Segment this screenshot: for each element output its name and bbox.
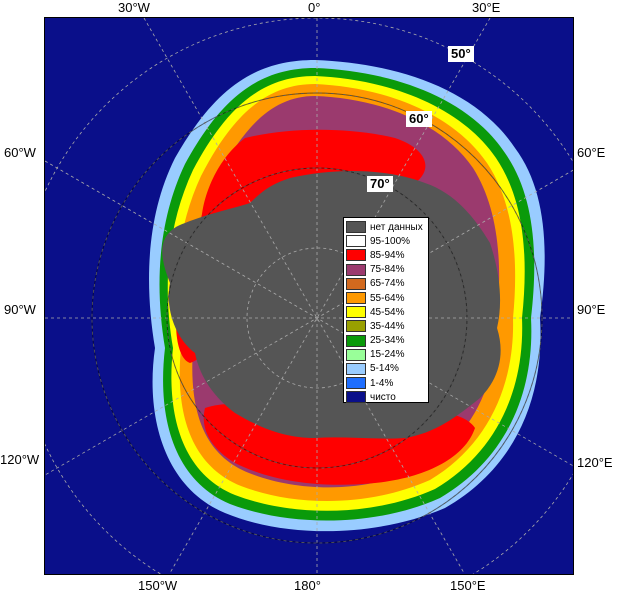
legend-label: 5-14% [370, 363, 399, 375]
legend-item: 55-64% [346, 291, 426, 305]
lat-label-70: 70° [367, 176, 393, 192]
meridian-30e-150w [168, 18, 491, 574]
lon-label-150e: 150°E [450, 578, 486, 593]
legend-label: 35-44% [370, 320, 405, 332]
lon-label-0: 0° [308, 0, 321, 15]
lat-label-50: 50° [448, 46, 474, 62]
legend-swatch [346, 306, 366, 319]
lon-label-180: 180° [294, 578, 321, 593]
legend-swatch [346, 362, 366, 375]
legend-label: чисто [370, 391, 396, 403]
legend-item: 25-34% [346, 334, 426, 348]
legend-swatch [346, 320, 366, 333]
legend-item: 85-94% [346, 248, 426, 262]
lon-label-90w: 90°W [4, 302, 36, 317]
legend-label: 75-84% [370, 264, 405, 276]
lon-label-150w: 150°W [138, 578, 178, 593]
lon-label-120w: 120°W [0, 452, 40, 467]
graticule-dark [91, 92, 543, 544]
lon-label-60w: 60°W [4, 145, 36, 160]
legend-swatch [346, 348, 366, 361]
lat-circle-60-dark [91, 92, 543, 544]
legend-item: 75-84% [346, 263, 426, 277]
lon-label-120e: 120°E [577, 455, 613, 470]
legend-label: 65-74% [370, 278, 405, 290]
lon-label-30e: 30°E [472, 0, 501, 15]
legend-item: 1-4% [346, 376, 426, 390]
legend-swatch [346, 334, 366, 347]
legend-label: 45-54% [370, 306, 405, 318]
legend-item: 45-54% [346, 305, 426, 319]
legend-item: 35-44% [346, 319, 426, 333]
lon-label-30w: 30°W [118, 0, 150, 15]
legend-item: чисто [346, 390, 426, 404]
meridian-60e-120w [45, 169, 573, 476]
legend-swatch [346, 377, 366, 390]
legend-label: 15-24% [370, 349, 405, 361]
lat-label-60: 60° [406, 111, 432, 127]
lat-circle-70-dark [166, 167, 468, 469]
legend-item: 95-100% [346, 234, 426, 248]
legend-swatch [346, 292, 366, 305]
legend-swatch [346, 277, 366, 290]
legend-item: 5-14% [346, 362, 426, 376]
legend-swatch [346, 235, 366, 248]
legend-label: 55-64% [370, 292, 405, 304]
legend-swatch [346, 263, 366, 276]
meridian-30w-150e [143, 18, 466, 574]
lon-label-60e: 60°E [577, 145, 606, 160]
legend-swatch [346, 391, 366, 404]
legend-swatch [346, 249, 366, 262]
map-frame: 50° 60° 70° нет данных 95-100% 85-94% 75-84… [44, 17, 574, 575]
legend-label: 1-4% [370, 377, 394, 389]
legend-label: 25-34% [370, 335, 405, 347]
legend-item: 65-74% [346, 277, 426, 291]
meridians [45, 18, 573, 574]
legend-label: нет данных [370, 221, 423, 233]
legend-item: 15-24% [346, 348, 426, 362]
legend: нет данных 95-100% 85-94% 75-84% 65-74% 55-64… [343, 217, 429, 404]
legend-label: 85-94% [370, 249, 405, 261]
legend-label: 95-100% [370, 235, 411, 247]
sea-ice-map [45, 18, 573, 574]
legend-item: нет данных [346, 220, 426, 234]
legend-swatch [346, 221, 366, 234]
lon-label-90e: 90°E [577, 302, 606, 317]
